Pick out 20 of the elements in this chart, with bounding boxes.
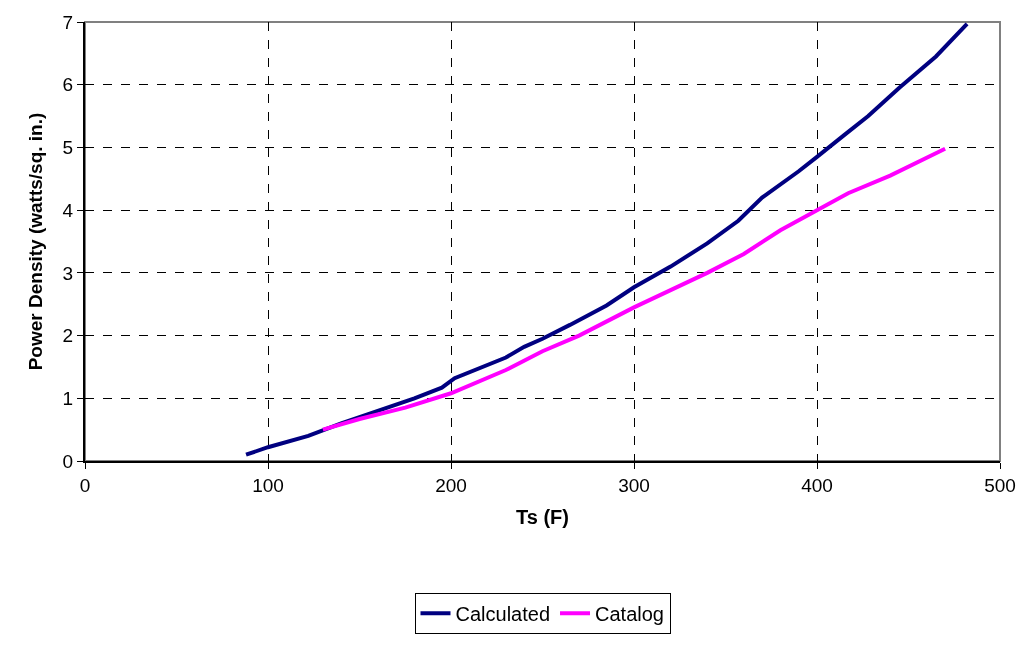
- x-tick-label: 0: [79, 474, 91, 496]
- y-tick-label: 3: [62, 262, 74, 284]
- y-tick-label: 7: [62, 11, 74, 33]
- y-tick-label: 1: [62, 387, 74, 409]
- x-tick-label: 100: [252, 474, 284, 496]
- x-tick-label: 400: [801, 474, 833, 496]
- legend-label: Calculated: [455, 603, 551, 625]
- y-tick-label: 2: [62, 325, 74, 347]
- y-tick-label: 4: [62, 199, 74, 221]
- x-axis-title: Ts (F): [516, 505, 569, 528]
- y-axis-title: Power Density (watts/sq. in.): [24, 112, 46, 371]
- legend-label: Catalog: [595, 603, 664, 625]
- x-tick-label: 200: [435, 474, 467, 496]
- line-series: [244, 22, 970, 457]
- y-tick-label: 0: [62, 450, 74, 472]
- y-tick-label: 5: [62, 137, 74, 159]
- x-tick-label: 500: [984, 474, 1016, 496]
- y-tick-label: 6: [62, 74, 74, 96]
- x-tick-label: 300: [618, 474, 650, 496]
- line-series: [320, 146, 948, 432]
